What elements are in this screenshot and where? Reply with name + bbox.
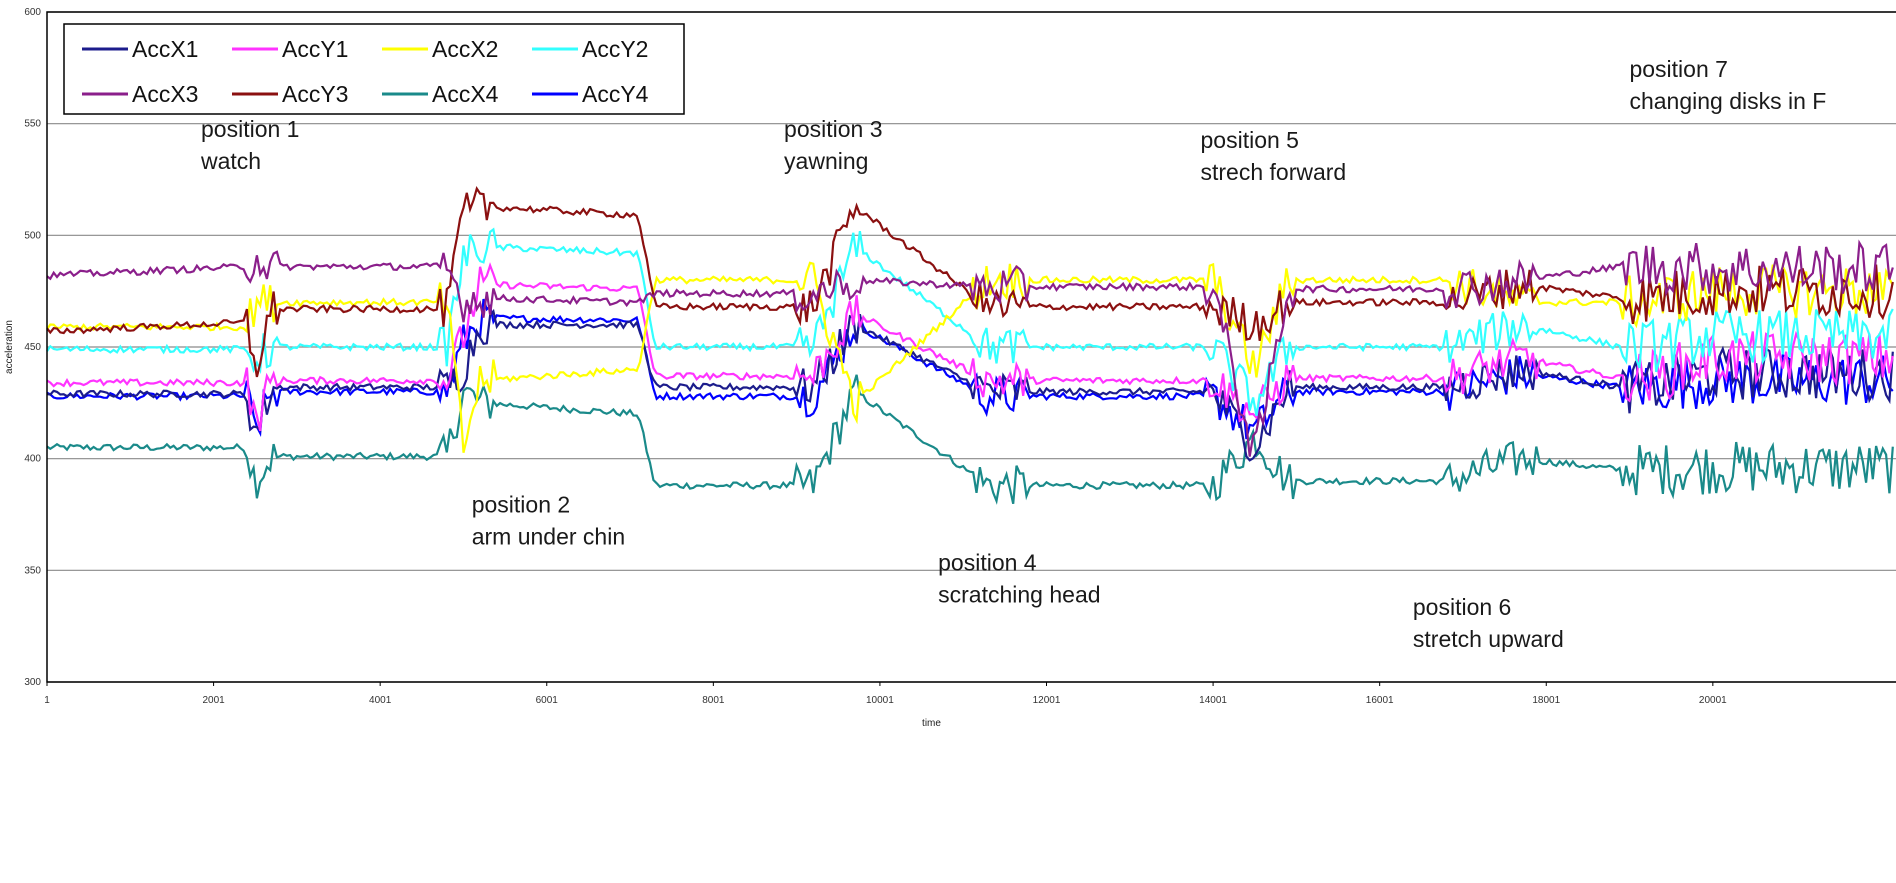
legend: AccX1 AccY1 AccX2 AccY2 AccX3 AccY3 AccX4 AccY4: [63, 23, 685, 115]
annotation-line: yawning: [784, 148, 868, 174]
y-tick-label: 550: [24, 119, 41, 130]
x-tick-label: 18001: [1532, 695, 1560, 706]
x-tick-label: 20001: [1699, 695, 1727, 706]
annotation-line: changing disks in F: [1629, 88, 1826, 114]
y-axis-title: acceleration: [4, 320, 15, 374]
x-tick-label: 8001: [702, 695, 725, 706]
x-tick-label: 1: [44, 695, 50, 706]
y-tick-labels: 300 350 400 450 500 550 600: [24, 7, 41, 688]
x-tick-label: 6001: [536, 695, 559, 706]
series-line-accx1: [46, 308, 1894, 462]
x-axis-title: time: [922, 718, 941, 729]
legend-box: [63, 23, 685, 115]
y-tick-label: 450: [24, 342, 41, 353]
x-tick-label: 10001: [866, 695, 894, 706]
annotation-line: position 5: [1201, 127, 1299, 153]
annotations: position 1 watch position 2 arm under chin p…: [200, 56, 1826, 652]
x-tick-label: 4001: [369, 695, 392, 706]
legend-label: AccX3: [132, 81, 198, 107]
plot-frame: [46, 11, 1896, 683]
legend-label: AccX4: [432, 81, 499, 107]
annotation-line: position 6: [1413, 594, 1511, 620]
x-tick-label: 12001: [1033, 695, 1061, 706]
legend-label: AccX2: [432, 36, 498, 62]
legend-label: AccY2: [582, 36, 648, 62]
legend-label: AccY1: [282, 36, 348, 62]
annotation-line: position 3: [784, 116, 882, 142]
y-tick-label: 400: [24, 454, 41, 465]
x-tick-labels: 1 2001 4001 6001 8001 10001 12001 14001 16001 180…: [44, 682, 1727, 706]
x-tick-label: 14001: [1199, 695, 1227, 706]
annotation-line: position 1: [201, 116, 299, 142]
legend-label: AccY4: [582, 81, 649, 107]
annotation-line: watch: [200, 148, 261, 174]
series-line-accy3: [46, 185, 1894, 378]
series-line-accy2: [46, 227, 1894, 416]
series-line-accx4: [46, 374, 1894, 505]
x-tick-label: 2001: [202, 695, 225, 706]
x-tick-label: 16001: [1366, 695, 1394, 706]
y-tick-label: 500: [24, 230, 41, 241]
annotation-line: position 2: [472, 491, 570, 517]
annotation-line: stretch upward: [1413, 626, 1564, 652]
annotation-line: scratching head: [938, 581, 1100, 607]
series-line-accx3: [46, 239, 1894, 457]
annotation-line: arm under chin: [472, 523, 625, 549]
legend-label: AccY3: [282, 81, 348, 107]
annotation-line: position 7: [1629, 56, 1727, 82]
annotation-line: position 4: [938, 549, 1037, 575]
series-line-accy1: [46, 262, 1894, 432]
legend-label: AccX1: [132, 36, 198, 62]
annotation-line: strech forward: [1201, 159, 1347, 185]
y-tick-label: 350: [24, 565, 41, 576]
series-lines: [46, 185, 1894, 505]
y-tick-label: 300: [24, 677, 41, 688]
y-tick-label: 600: [24, 7, 41, 18]
